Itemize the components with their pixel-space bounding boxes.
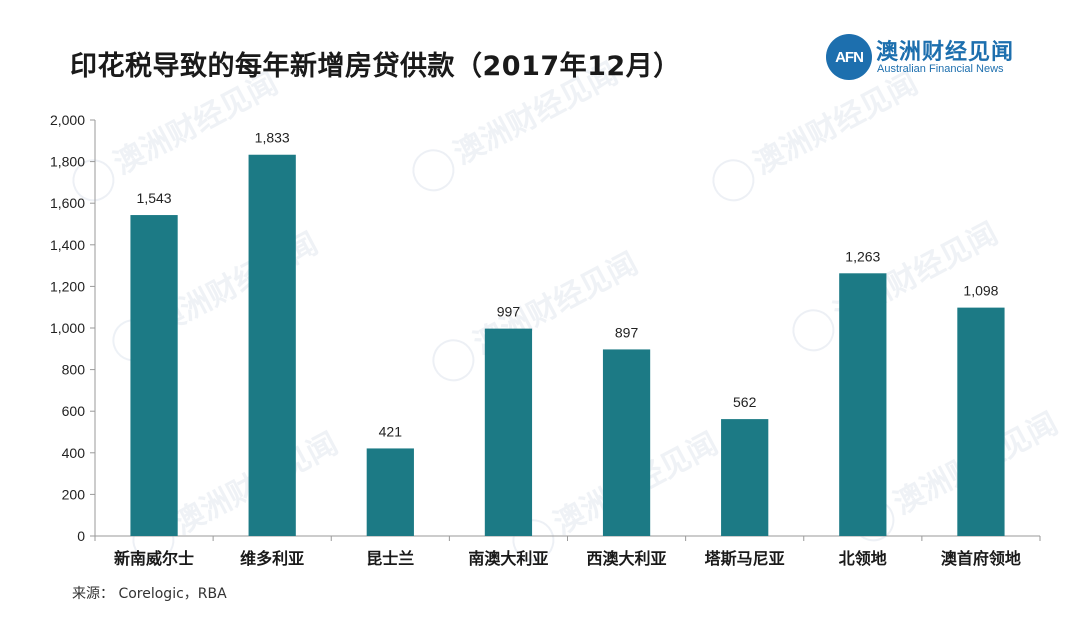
category-label: 新南威尔士 [114, 549, 194, 568]
y-axis: 0 200 400 600 800 1,000 1,200 1,400 1,600 1,800 2,… [50, 112, 96, 544]
y-tick-label: 1,800 [50, 154, 85, 170]
brand-name-cn: 澳洲财经见闻 [876, 40, 1015, 65]
bars [130, 154, 1005, 536]
y-tick-label: 200 [62, 486, 86, 502]
brand-name-en: Australian Financial News [877, 63, 1004, 75]
bar [839, 273, 887, 536]
y-tick-label: 2,000 [50, 112, 85, 128]
bar [248, 154, 296, 536]
y-tick-label: 0 [77, 528, 85, 544]
y-tick-label: 1,200 [50, 278, 85, 294]
y-tick-label: 600 [62, 403, 86, 419]
category-label: 西澳大利亚 [587, 549, 667, 568]
bar-value-label: 1,543 [137, 190, 172, 206]
category-labels: 新南威尔士 维多利亚 昆士兰 南澳大利亚 西澳大利亚 塔斯马尼亚 北领地 澳首府领地 [114, 549, 1021, 568]
bar-value-label: 562 [733, 394, 757, 410]
category-label: 北领地 [839, 549, 887, 568]
bar [130, 215, 178, 536]
category-label: 澳首府领地 [941, 549, 1021, 568]
y-tick-label: 800 [62, 362, 86, 378]
y-tick-label: 1,600 [50, 195, 85, 211]
y-tick-label: 1,400 [50, 237, 85, 253]
bar-value-label: 997 [497, 304, 521, 320]
bar [484, 328, 533, 536]
x-axis [94, 535, 1041, 541]
y-tick-label: 1,000 [50, 320, 85, 336]
bar [366, 448, 414, 536]
bar-value-label: 1,833 [255, 130, 290, 146]
y-tick-label: 400 [62, 445, 86, 461]
bar-value-label: 1,098 [963, 283, 998, 299]
category-label: 维多利亚 [240, 549, 304, 568]
category-label: 南澳大利亚 [468, 549, 548, 568]
value-labels: 1,543 1,833 421 997 897 562 1,263 1,098 [137, 130, 999, 440]
bar [602, 349, 651, 536]
bar-value-label: 421 [379, 423, 403, 439]
source-note: 来源： Corelogic，RBA [72, 586, 227, 602]
chart-title: 印花税导致的每年新增房贷供款（2017年12月） [70, 51, 681, 82]
afn-logo-icon: AFN [826, 34, 872, 80]
category-label: 塔斯马尼亚 [705, 549, 785, 568]
bar-value-label: 897 [615, 324, 639, 340]
category-label: 昆士兰 [366, 549, 414, 568]
bar [721, 419, 769, 536]
bar-value-label: 1,263 [845, 248, 880, 264]
bar [957, 307, 1005, 536]
